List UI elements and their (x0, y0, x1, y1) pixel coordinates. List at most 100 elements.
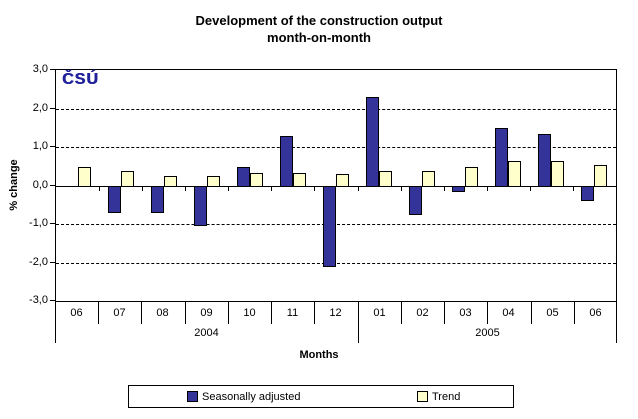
month-label-03: 03 (459, 307, 472, 319)
y-tick-mark (50, 185, 55, 186)
trend-bar-02 (422, 171, 435, 187)
month-label-01: 01 (373, 307, 386, 319)
category-tick (487, 186, 488, 191)
month-separator (98, 302, 99, 324)
y-tick-label: -3,0 (29, 294, 48, 306)
seasonally-adjusted-bar-06 (581, 186, 594, 201)
trend-bar-08 (164, 176, 177, 187)
trend-bar-03 (465, 167, 478, 187)
gridline--2 (56, 263, 616, 264)
y-tick-label: 2,0 (32, 102, 48, 114)
y-tick-label: -1,0 (29, 217, 48, 229)
plot-area (55, 69, 617, 302)
category-tick (271, 186, 272, 191)
year-label-2005: 2005 (475, 327, 500, 339)
trend-bar-10 (250, 173, 263, 187)
month-label-04: 04 (502, 307, 515, 319)
trend-bar-09 (207, 176, 220, 187)
y-tick-label: 3,0 (32, 63, 48, 75)
seasonally-adjusted-bar-10 (237, 167, 250, 187)
category-tick (185, 186, 186, 191)
chart-title-line1: Development of the construction output (195, 13, 443, 28)
category-tick (573, 186, 574, 191)
month-separator (271, 302, 272, 324)
category-tick (444, 186, 445, 191)
y-tick-mark (50, 69, 55, 70)
seasonally-adjusted-bar-02 (409, 186, 422, 215)
month-label-10: 10 (243, 307, 256, 319)
month-label-09: 09 (200, 307, 213, 319)
y-tick-label: 1,0 (32, 140, 48, 152)
seasonally-adjusted-swatch-icon (187, 391, 198, 402)
seasonally-adjusted-bar-01 (366, 97, 379, 187)
month-label-07: 07 (113, 307, 126, 319)
seasonally-adjusted-bar-11 (280, 136, 293, 187)
category-tick (99, 186, 100, 191)
seasonally-adjusted-bar-08 (151, 186, 164, 213)
y-tick-mark (50, 223, 55, 224)
trend-bar-01 (379, 171, 392, 187)
trend-bar-07 (121, 171, 134, 187)
seasonally-adjusted-bar-05 (538, 134, 551, 187)
trend-bar-11 (293, 173, 306, 187)
seasonally-adjusted-bar-09 (194, 186, 207, 226)
month-separator (487, 302, 488, 324)
seasonally-adjusted-bar-03 (452, 186, 465, 192)
y-tick-mark (50, 146, 55, 147)
month-separator (141, 302, 142, 324)
gridline-1 (56, 147, 616, 148)
trend-bar-06 (78, 167, 91, 187)
month-label-11: 11 (286, 307, 299, 319)
y-tick-mark (50, 300, 55, 301)
year-label-2004: 2004 (194, 327, 219, 339)
category-tick (530, 186, 531, 191)
legend-box: Seasonally adjusted Trend (128, 385, 514, 408)
month-label-05: 05 (546, 307, 559, 319)
month-label-02: 02 (416, 307, 429, 319)
legend-item-seasonally-adjusted: Seasonally adjusted (187, 386, 300, 407)
axis-boundary-line (616, 302, 617, 343)
seasonally-adjusted-bar-12 (323, 186, 336, 267)
x-axis-category-table: 06 07 08 09 10 11 12 01 02 03 04 05 06 2004 2005 (55, 302, 617, 343)
axis-boundary-line (358, 302, 359, 343)
month-label-06: 06 (70, 307, 83, 319)
y-axis-title: % change (8, 159, 20, 211)
trend-bar-04 (508, 161, 521, 187)
y-tick-label: -2,0 (29, 256, 48, 268)
trend-bar-05 (551, 161, 564, 187)
y-tick-mark (50, 262, 55, 263)
trend-bar-12 (336, 174, 349, 187)
month-label-06: 06 (589, 307, 602, 319)
chart-title-line2: month-on-month (267, 30, 371, 45)
gridline-2 (56, 109, 616, 110)
legend-item-trend: Trend (417, 386, 460, 407)
month-separator (228, 302, 229, 324)
axis-boundary-line (55, 302, 56, 343)
category-tick (358, 186, 359, 191)
month-separator (401, 302, 402, 324)
month-label-08: 08 (156, 307, 169, 319)
y-tick-mark (50, 108, 55, 109)
month-separator (314, 302, 315, 324)
y-tick-label: 0,0 (32, 179, 48, 191)
category-tick (228, 186, 229, 191)
month-separator (574, 302, 575, 324)
csu-logo: ČSÚ (62, 71, 99, 88)
category-tick (142, 186, 143, 191)
category-tick (401, 186, 402, 191)
trend-bar-06 (594, 165, 607, 187)
month-separator (444, 302, 445, 324)
x-axis-title: Months (299, 349, 339, 361)
category-tick (314, 186, 315, 191)
gridline--1 (56, 224, 616, 225)
legend-label: Seasonally adjusted (202, 390, 301, 403)
month-separator (531, 302, 532, 324)
chart-title: Development of the construction output m… (0, 12, 638, 46)
trend-swatch-icon (417, 391, 428, 402)
seasonally-adjusted-bar-04 (495, 128, 508, 187)
month-label-12: 12 (329, 307, 342, 319)
legend-label: Trend (432, 390, 461, 403)
seasonally-adjusted-bar-07 (108, 186, 121, 213)
month-separator (185, 302, 186, 324)
